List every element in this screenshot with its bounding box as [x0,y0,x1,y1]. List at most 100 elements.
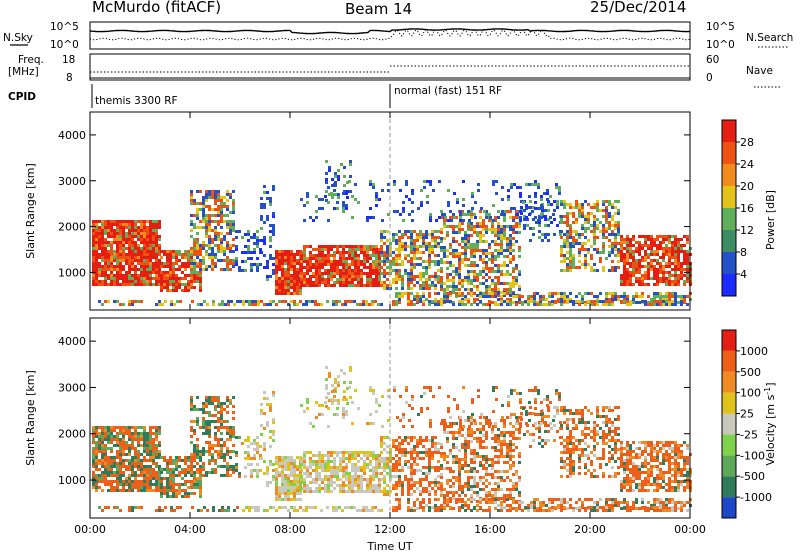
power-cell [494,270,497,273]
velocity-cell [410,463,413,466]
power-cell [226,193,229,196]
power-cell [348,272,351,275]
power-cell [581,227,584,230]
velocity-cell [125,468,128,471]
power-cell [533,292,536,295]
velocity-cell [137,453,140,456]
power-cell [547,203,550,206]
power-cell [232,238,235,241]
power-cell [303,260,306,263]
power-cell [611,269,614,272]
power-cell [372,272,375,275]
velocity-cell [169,495,172,498]
power-cell [101,265,104,268]
power-cell [341,303,344,306]
velocity-cell [166,483,169,486]
power-cell [333,257,336,260]
power-cell [479,270,482,273]
velocity-cell [342,454,345,457]
power-cell [464,249,467,252]
velocity-cell [220,411,223,414]
power-cell [539,298,542,301]
power-cell [199,274,202,277]
power-cell [677,274,680,277]
power-cell [158,253,161,256]
power-cell [349,190,352,193]
power-cell [644,277,647,280]
velocity-cell [163,468,166,471]
power-cell [342,281,345,284]
power-cell [410,287,413,290]
power-cell [584,254,587,257]
power-cell [641,277,644,280]
velocity-cell [395,469,398,472]
velocity-cell [287,462,290,465]
power-cell [101,274,104,277]
power-cell [208,235,211,238]
power-cell [446,288,449,291]
velocity-cell [101,429,104,432]
velocity-cell [190,492,193,495]
velocity-cell [208,399,211,402]
velocity-cell [193,447,196,450]
power-cell [476,243,479,246]
velocity-cell [395,463,398,466]
power-cell [107,244,110,247]
power-cell [629,303,632,306]
power-cell [149,238,152,241]
power-cell [269,203,272,206]
power-cell [284,292,287,295]
power-cell [98,262,101,265]
power-cell [479,295,482,298]
velocity-cell [293,495,296,498]
power-cell [169,280,172,283]
power-cell [473,228,476,231]
power-cell [401,284,404,287]
power-cell [333,207,336,210]
power-cell [395,260,398,263]
velocity-cell [296,468,299,471]
power-cell [602,200,605,203]
power-cell [360,245,363,248]
velocity-cell [354,484,357,487]
power-cell [671,256,674,259]
power-cell [315,257,318,260]
power-cell [467,300,470,303]
velocity-cell [281,474,284,477]
velocity-cell [140,453,143,456]
power-cell [538,230,541,233]
power-cell [327,281,330,284]
velocity-cell [92,477,95,480]
power-cell [300,263,303,266]
velocity-cell [238,475,241,478]
power-cell [437,303,440,306]
velocity-cell [223,444,226,447]
velocity-cell [155,474,158,477]
velocity-cell [155,462,158,465]
power-cell [363,257,366,260]
velocity-cell [199,480,202,483]
power-cell [683,295,686,298]
power-cell [163,277,166,280]
power-cell [626,277,629,280]
power-cell [113,280,116,283]
power-cell [668,262,671,265]
power-cell [614,242,617,245]
power-cell [443,282,446,285]
velocity-cell [119,429,122,432]
velocity-cell [158,432,161,435]
power-cell [122,220,125,223]
power-cell [193,259,196,262]
power-cell [362,300,365,303]
velocity-cell [342,469,345,472]
power-cell [431,300,434,303]
power-cell [318,281,321,284]
power-cell [101,303,104,306]
power-cell [485,279,488,282]
power-cell [569,263,572,266]
velocity-cell [172,468,175,471]
power-cell [256,245,259,248]
power-cell [166,256,169,259]
power-cell [125,283,128,286]
velocity-cell [327,487,330,490]
